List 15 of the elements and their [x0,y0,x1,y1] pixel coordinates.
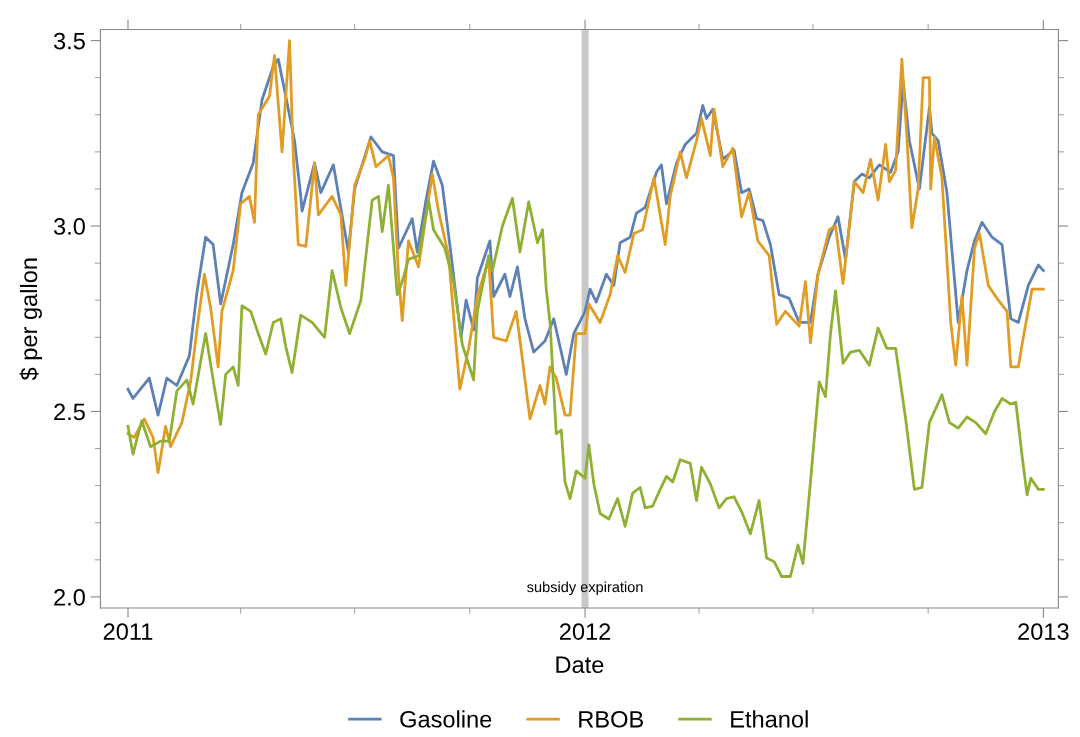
legend-label: Ethanol [731,710,808,728]
y-tick-label: 3.0 [53,218,85,235]
y-tick-label: 2.0 [54,588,85,606]
x-tick-label: 2013 [1018,623,1069,640]
line-series [126,183,1045,578]
y-axis-title: $ per gallon [19,258,42,381]
y-tick-label: 3.5 [53,32,85,50]
y-tick-label: 2.5 [54,403,85,421]
legend-label: Gasoline [400,710,492,728]
x-axis-title: Date [556,656,604,674]
ref-line-label: subsidy expiration [527,581,643,596]
x-tick-label: 2012 [559,623,611,640]
x-tick-label: 2011 [103,623,153,640]
line-series [126,39,1045,475]
legend-label: RBOB [579,710,643,728]
